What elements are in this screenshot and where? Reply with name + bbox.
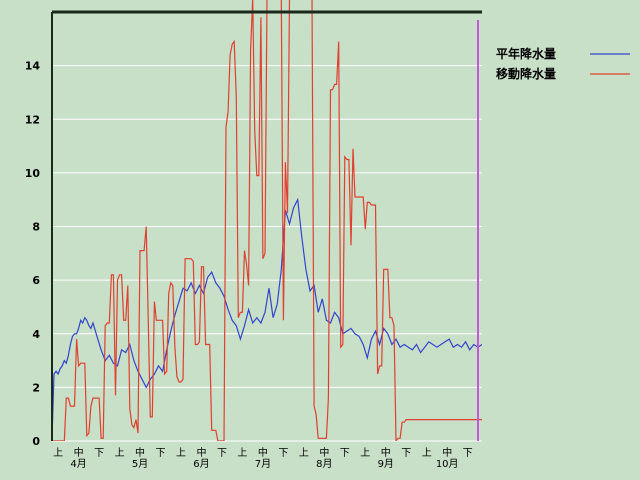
y-tick-label: 6 — [32, 274, 40, 287]
x-period-label: 中 — [442, 446, 452, 459]
x-period-label: 上 — [360, 447, 370, 459]
x-period-label: 上 — [299, 447, 309, 459]
x-month-label: 5月 — [132, 458, 148, 470]
y-tick-labels: 0 2 4 6 8 10 12 14 — [25, 60, 41, 448]
x-period-label: 中 — [258, 446, 268, 459]
x-period-label: 下 — [340, 448, 350, 459]
y-tick-label: 4 — [32, 328, 40, 341]
x-month-label: 6月 — [193, 458, 209, 470]
x-period-label: 中 — [196, 446, 206, 459]
x-tick-labels: 上中下上中下上中下上中下上中下上中下上中下4月 5月 6月 7月 8月 9月 10月 — [53, 446, 473, 470]
x-period-label: 上 — [115, 447, 125, 459]
y-tick-label: 0 — [32, 435, 40, 448]
x-period-label: 下 — [463, 448, 473, 459]
x-month-label: 9月 — [378, 458, 394, 470]
x-period-label: 下 — [217, 448, 227, 459]
series-line-2 — [52, 0, 482, 441]
x-month-label: 10月 — [436, 458, 459, 470]
y-tick-label: 10 — [25, 167, 41, 180]
y-tick-label: 12 — [25, 113, 40, 126]
x-period-label: 上 — [422, 447, 432, 459]
x-month-label: 8月 — [316, 458, 332, 470]
x-period-label: 中 — [319, 446, 329, 459]
x-period-label: 上 — [176, 447, 186, 459]
y-tick-label: 8 — [32, 221, 40, 234]
gridlines — [52, 65, 482, 442]
x-period-label: 中 — [135, 446, 145, 459]
x-period-label: 下 — [94, 448, 104, 459]
plot-frame — [51, 10, 482, 441]
x-period-label: 下 — [156, 448, 166, 459]
legend-label: 移動降水量 — [496, 66, 556, 81]
x-period-label: 中 — [381, 446, 391, 459]
series-line-1 — [52, 197, 482, 439]
y-tick-label: 14 — [25, 60, 41, 73]
x-month-label: 7月 — [255, 458, 271, 470]
x-month-label: 4月 — [70, 458, 86, 470]
x-period-label: 上 — [237, 447, 247, 459]
x-period-label: 上 — [53, 447, 63, 459]
y-tick-label: 2 — [32, 381, 40, 394]
x-period-label: 下 — [278, 448, 288, 459]
x-period-label: 下 — [401, 448, 411, 459]
series-lines — [52, 0, 482, 441]
legend-label: 平年降水量 — [496, 46, 556, 61]
x-period-label: 中 — [74, 446, 84, 459]
